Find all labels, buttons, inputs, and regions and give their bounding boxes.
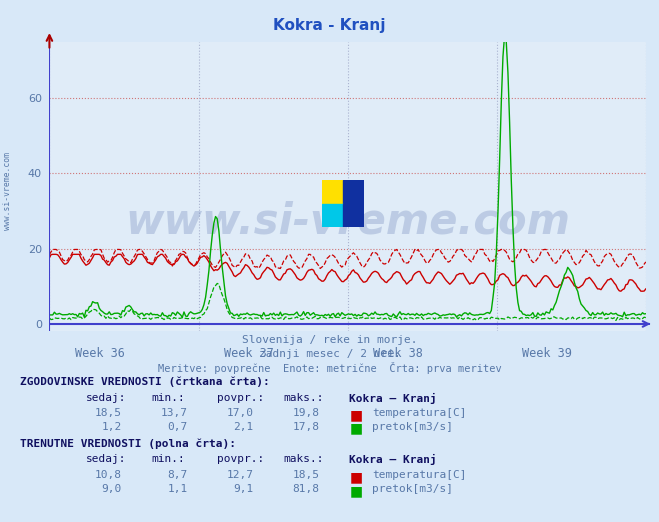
Text: 9,0: 9,0 <box>101 484 122 494</box>
Text: zadnji mesec / 2 uri.: zadnji mesec / 2 uri. <box>258 349 401 359</box>
Text: temperatura[C]: temperatura[C] <box>372 408 467 418</box>
Text: ■: ■ <box>349 408 362 422</box>
Text: min.:: min.: <box>152 454 185 464</box>
Text: ■: ■ <box>349 484 362 499</box>
Text: maks.:: maks.: <box>283 454 324 464</box>
Text: povpr.:: povpr.: <box>217 454 265 464</box>
Text: Kokra – Kranj: Kokra – Kranj <box>349 454 437 465</box>
Text: maks.:: maks.: <box>283 393 324 402</box>
Text: www.si-vreme.com: www.si-vreme.com <box>125 200 570 242</box>
Text: 18,5: 18,5 <box>293 470 320 480</box>
Bar <box>322 180 343 204</box>
Text: ZGODOVINSKE VREDNOSTI (črtkana črta):: ZGODOVINSKE VREDNOSTI (črtkana črta): <box>20 377 270 387</box>
Text: Kokra – Kranj: Kokra – Kranj <box>349 393 437 404</box>
Text: Week 39: Week 39 <box>523 348 573 360</box>
Text: povpr.:: povpr.: <box>217 393 265 402</box>
Text: Slovenija / reke in morje.: Slovenija / reke in morje. <box>242 335 417 345</box>
Text: Week 38: Week 38 <box>374 348 423 360</box>
Text: ■: ■ <box>349 422 362 436</box>
Text: Kokra - Kranj: Kokra - Kranj <box>273 18 386 33</box>
Text: 1,1: 1,1 <box>167 484 188 494</box>
Text: 12,7: 12,7 <box>227 470 254 480</box>
Text: 9,1: 9,1 <box>233 484 254 494</box>
Text: 10,8: 10,8 <box>95 470 122 480</box>
Text: Week 37: Week 37 <box>224 348 274 360</box>
Text: sedaj:: sedaj: <box>86 393 126 402</box>
Text: 19,8: 19,8 <box>293 408 320 418</box>
Text: temperatura[C]: temperatura[C] <box>372 470 467 480</box>
Text: sedaj:: sedaj: <box>86 454 126 464</box>
Text: Meritve: povprečne  Enote: metrične  Črta: prva meritev: Meritve: povprečne Enote: metrične Črta:… <box>158 362 501 374</box>
Text: ■: ■ <box>349 470 362 484</box>
Text: 0,7: 0,7 <box>167 422 188 432</box>
Text: 2,1: 2,1 <box>233 422 254 432</box>
Text: min.:: min.: <box>152 393 185 402</box>
Text: Week 36: Week 36 <box>75 348 125 360</box>
Text: 18,5: 18,5 <box>95 408 122 418</box>
Bar <box>322 204 343 227</box>
Text: www.si-vreme.com: www.si-vreme.com <box>3 151 13 230</box>
Text: pretok[m3/s]: pretok[m3/s] <box>372 422 453 432</box>
Text: 17,8: 17,8 <box>293 422 320 432</box>
Text: 17,0: 17,0 <box>227 408 254 418</box>
Text: 8,7: 8,7 <box>167 470 188 480</box>
Bar <box>343 180 364 204</box>
Text: TRENUTNE VREDNOSTI (polna črta):: TRENUTNE VREDNOSTI (polna črta): <box>20 438 236 449</box>
Text: 1,2: 1,2 <box>101 422 122 432</box>
Text: 13,7: 13,7 <box>161 408 188 418</box>
Text: 81,8: 81,8 <box>293 484 320 494</box>
Text: pretok[m3/s]: pretok[m3/s] <box>372 484 453 494</box>
Bar <box>343 204 364 227</box>
